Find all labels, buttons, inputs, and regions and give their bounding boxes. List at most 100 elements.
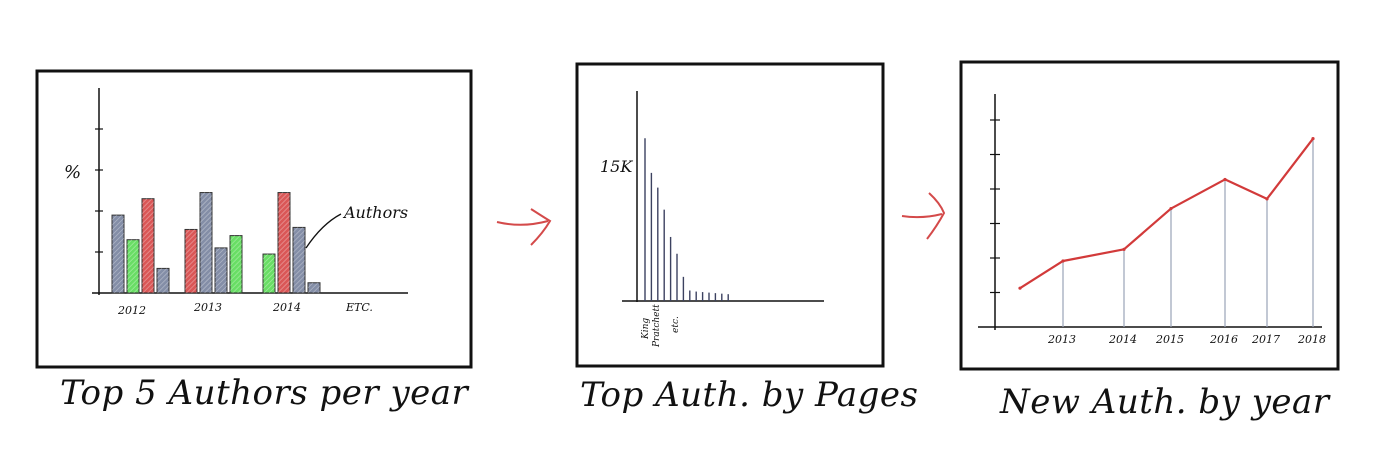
panel-1-bar-hatch (292, 227, 304, 238)
panel-1-bar-hatch (262, 276, 276, 290)
panel-1-bar-hatch (199, 280, 213, 293)
panel-1-bar-hatch (199, 240, 213, 253)
panel-1-x-tick-2013: 2013 (193, 301, 222, 314)
panel-1-bar-hatch (292, 250, 306, 263)
panel-1-bar-hatch (262, 253, 274, 265)
panel-1-bar-hatch (147, 286, 155, 294)
panel-1-bar-hatch (111, 262, 125, 276)
panel-1-bar-hatch (199, 192, 211, 203)
panel-1-bar-hatch (229, 268, 243, 281)
arrow-2-head (926, 192, 946, 240)
panel-3-series-line (1019, 137, 1314, 290)
panel-1-bar-hatch (224, 290, 228, 294)
panel-1-bar-hatch (237, 288, 243, 294)
panel-3-point-4 (1169, 206, 1173, 211)
arrow-1-head (530, 208, 552, 246)
panel-1-bar-hatch (184, 242, 198, 255)
panel-1-bar-hatch (277, 192, 289, 203)
panel-1-bar-hatch (199, 195, 213, 208)
panel-2-frame (575, 62, 885, 368)
panel-1-bar-hatch (126, 252, 140, 265)
arrow-1-to-2 (496, 208, 552, 246)
panel-1-bar-hatch (199, 200, 213, 213)
panel-1-bar-hatch (162, 286, 170, 294)
panel-1-bar-hatch (292, 245, 306, 258)
panel-1-bar-hatch (191, 287, 198, 294)
panel-1-bar-hatch (199, 265, 213, 278)
panel-1-bar-hatch (199, 220, 213, 233)
panel-3-x-tick-2014: 2014 (1108, 333, 1137, 346)
panel-1-bar-hatch (263, 281, 276, 294)
panel-1-bar-hatch (229, 263, 243, 276)
panel-2-chart: 15K King Pratchett etc. (600, 91, 824, 348)
panel-1-bar-hatch (273, 291, 276, 294)
panel-1-bar-hatch (292, 227, 299, 233)
panel-1-y-label: % (64, 162, 81, 183)
panel-1-bar-2012-2 (126, 239, 140, 294)
panel-1-bar-hatch (111, 267, 125, 281)
panel-1-bar-hatch (141, 251, 155, 264)
panel-1-bar-hatch (229, 235, 236, 241)
panel-1-bar-2014-3 (292, 226, 306, 294)
panel-1-bar-hatch (292, 275, 306, 288)
panel-1-bar-hatch (229, 235, 241, 246)
panel-3-point-2 (1061, 259, 1065, 263)
panel-1-bar-hatch (277, 220, 291, 233)
panel-3-chart: 2013 2014 2015 2016 2017 2018 (978, 94, 1326, 346)
panel-1-bar-hatch (141, 241, 155, 254)
panel-1-bar-hatch (232, 283, 243, 294)
panel-1-bar-hatch (126, 257, 140, 270)
panel-1-bar-hatch (277, 250, 291, 263)
panel-1-bar-hatch (128, 282, 140, 294)
panel-1-bar-hatch (199, 225, 213, 238)
panel-1-bar-hatch (292, 280, 306, 293)
arrow-2-to-3 (901, 192, 946, 240)
panel-1-bar-2013-1 (184, 228, 198, 294)
panel-1-bar-hatch (199, 205, 213, 218)
panel-3-point-6 (1265, 197, 1269, 201)
panel-3-point-1 (1018, 286, 1022, 290)
arrow-1-shaft (496, 220, 549, 226)
panel-1-bar-hatch (229, 258, 243, 271)
panel-1-bar-hatch (141, 266, 155, 279)
panel-1-bar-hatch (229, 273, 243, 286)
panel-1-bar-hatch (156, 271, 170, 284)
panel-1-bar-hatch (282, 285, 291, 294)
panel-1-bar-hatch (277, 280, 291, 293)
panel-1-bar-hatch (277, 275, 291, 288)
panel-1-bar-hatch (297, 285, 306, 294)
panel-3-x-tick-2015: 2015 (1155, 333, 1184, 346)
panel-1-bar-hatch (111, 214, 118, 221)
panel-1-bar-hatch (277, 225, 291, 238)
panel-1-bar-hatch (141, 256, 155, 269)
panel-1-bar-hatch (219, 285, 228, 294)
panel-1-bar-hatch (317, 290, 321, 294)
panel-1-bar-hatch (292, 240, 306, 253)
panel-1-bar-hatch (277, 260, 291, 273)
panel-1-bar-hatch (199, 270, 213, 283)
panel-1-bar-hatch (199, 235, 213, 248)
panel-1-bar-2013-3 (214, 247, 228, 294)
panel-1-bar-hatch (277, 200, 291, 213)
panel-1-bar-hatch (292, 265, 306, 278)
panel-1-bar-2012-4 (156, 267, 170, 294)
panel-1-annotation: Authors (342, 203, 408, 222)
panel-2-x-label-king: King (641, 318, 651, 340)
panel-1-frame (35, 69, 473, 369)
panel-1-bar-hatch (292, 255, 306, 268)
panel-1-bar-hatch (229, 248, 243, 261)
panel-1-bar-hatch (302, 290, 306, 294)
panel-1-bar-hatch (209, 290, 213, 294)
panel-1-bar-hatch (277, 210, 291, 223)
panel-1-bar-hatch (157, 281, 170, 294)
panel-1-bar-hatch (196, 292, 198, 294)
panel-1-bar-hatch (199, 255, 213, 268)
panel-1-bar-hatch (312, 285, 321, 294)
panel-1-bar-hatch (156, 276, 170, 289)
panel-1-bar-hatch (141, 221, 155, 234)
panel-1-bar-hatch (141, 198, 148, 204)
panel-1-bar-hatch (277, 230, 291, 243)
panel-1-bar-hatch (277, 270, 291, 283)
panel-1-bar-2013-4 (229, 235, 243, 294)
panel-1-caption: Top 5 Authors per year (60, 373, 470, 413)
